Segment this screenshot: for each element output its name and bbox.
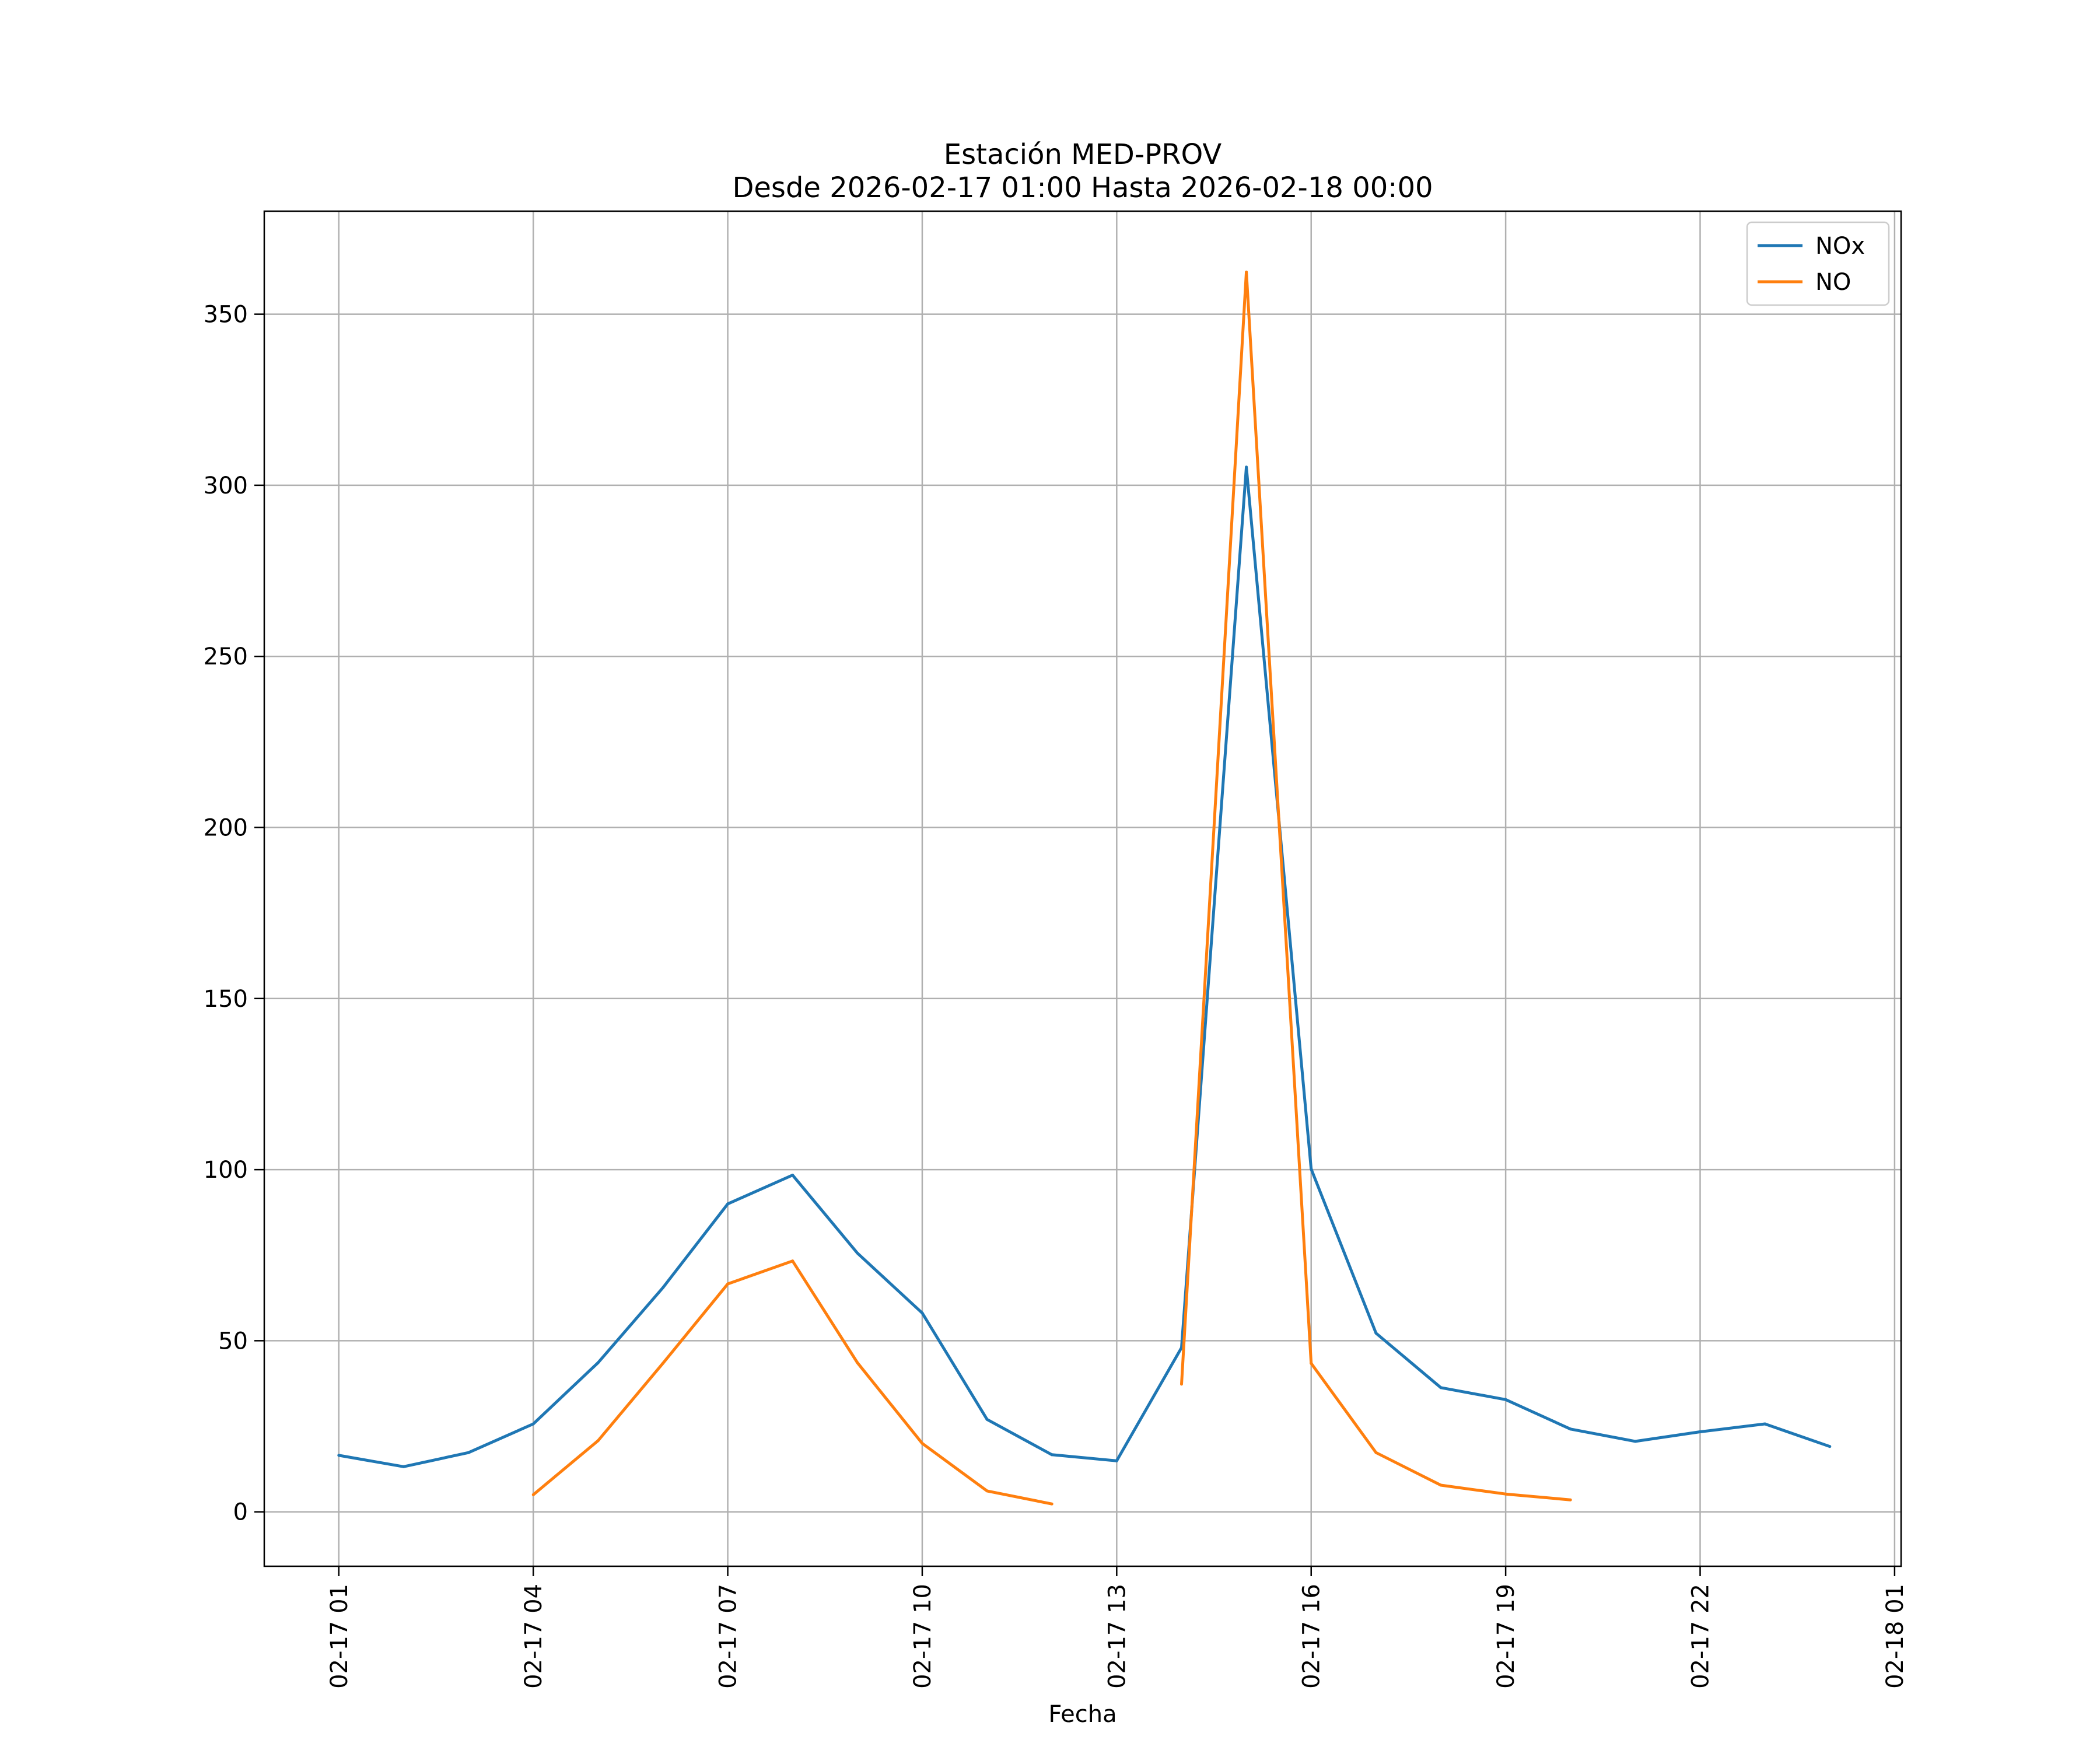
x-tick-label: 02-17 04 [520, 1584, 547, 1689]
legend-label-nox: NOx [1815, 233, 1865, 260]
x-axis-ticks: 02-17 01 02-17 04 02-17 07 02-17 10 02-17 13… [326, 1566, 1909, 1689]
y-tick-label: 350 [204, 302, 248, 328]
data-point-nox [1504, 1398, 1507, 1401]
data-point-nox [661, 1286, 664, 1289]
y-tick-label: 0 [233, 1499, 248, 1526]
data-point-no [791, 1259, 794, 1263]
series-line-no [1180, 270, 1571, 1502]
x-tick-label: 02-18 01 [1882, 1584, 1909, 1689]
legend-label-no: NO [1815, 269, 1851, 296]
legend-box [1746, 221, 1890, 306]
y-tick-label: 250 [204, 643, 248, 670]
y-tick-label: 50 [218, 1328, 248, 1354]
data-point-nox [531, 1422, 535, 1426]
x-tick-label: 02-17 22 [1688, 1584, 1714, 1689]
data-point-no [1050, 1502, 1054, 1506]
data-point-no [921, 1441, 924, 1445]
data-point-nox [1374, 1332, 1378, 1335]
data-point-no [1180, 1382, 1183, 1386]
legend: NOx NO [1746, 221, 1890, 306]
data-point-nox [1763, 1422, 1767, 1426]
data-point-no [1245, 270, 1248, 274]
y-tick-label: 300 [204, 473, 248, 499]
x-tick-label: 02-17 16 [1298, 1584, 1325, 1689]
data-point-no [985, 1489, 989, 1493]
data-point-no [1569, 1498, 1572, 1502]
data-point-nox [791, 1174, 794, 1177]
data-point-nox [467, 1451, 470, 1454]
y-tick-label: 200 [204, 814, 248, 841]
x-tick-label: 02-17 13 [1104, 1584, 1130, 1689]
data-point-nox [1245, 466, 1248, 469]
data-point-nox [1439, 1386, 1443, 1390]
data-point-nox [596, 1361, 600, 1364]
axes-frame [263, 210, 1902, 1567]
data-point-nox [1310, 1167, 1313, 1171]
x-tick-label: 02-17 07 [715, 1584, 742, 1689]
series-line-no [532, 1259, 1052, 1506]
data-point-nox [1569, 1427, 1572, 1431]
y-axis-ticks: 0 50 100 150 200 250 300 350 [204, 302, 264, 1526]
data-point-nox [1050, 1453, 1054, 1457]
data-point-no [596, 1439, 600, 1443]
series-line-nox [338, 466, 1831, 1468]
data-point-nox [856, 1251, 859, 1255]
series-layer [337, 270, 1832, 1506]
data-point-no [1310, 1362, 1313, 1365]
x-tick-label: 02-17 10 [909, 1584, 936, 1689]
grid-layer [264, 211, 1901, 1566]
data-point-no [1374, 1451, 1378, 1454]
data-point-nox [726, 1202, 730, 1206]
y-tick-label: 150 [204, 986, 248, 1013]
y-tick-label: 100 [204, 1157, 248, 1184]
data-point-no [1504, 1492, 1507, 1496]
chart-subtitle: Desde 2026-02-17 01:00 Hasta 2026-02-18 … [732, 172, 1433, 204]
x-tick-label: 02-17 19 [1493, 1584, 1520, 1689]
data-point-no [856, 1361, 859, 1364]
data-point-nox [1828, 1445, 1832, 1448]
x-tick-label: 02-17 01 [326, 1584, 353, 1689]
data-point-nox [402, 1465, 405, 1468]
data-point-nox [1115, 1459, 1118, 1462]
data-point-nox [337, 1454, 341, 1457]
data-point-nox [1633, 1440, 1637, 1443]
data-point-no [726, 1282, 730, 1286]
data-point-nox [985, 1418, 989, 1421]
data-point-no [661, 1362, 664, 1365]
x-axis-label: Fecha [1048, 1701, 1116, 1728]
chart-title: Estación MED-PROV [944, 138, 1222, 171]
data-point-no [1439, 1483, 1443, 1487]
data-point-nox [921, 1311, 924, 1315]
data-point-nox [1699, 1430, 1702, 1433]
data-point-no [531, 1493, 535, 1496]
